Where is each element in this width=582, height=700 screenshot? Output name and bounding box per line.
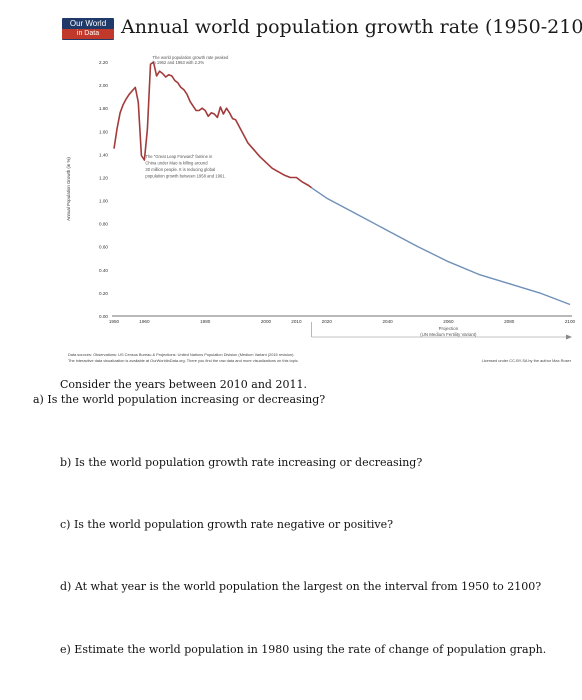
question-c: c) Is the world population growth rate n…: [60, 518, 394, 531]
series-line-projection: [311, 187, 571, 306]
y-tick-label: 1.80: [99, 106, 108, 111]
chart-title: Annual world population growth rate (195…: [121, 16, 582, 38]
x-tick-label: 2020: [322, 319, 333, 324]
question-e: e) Estimate the world population in 1980…: [60, 643, 547, 656]
projection-label: Projection: [439, 326, 459, 331]
logo-line-2: in Data: [62, 29, 114, 39]
footer-license: Licensed under CC-BY-SA by the author Ma…: [482, 358, 572, 363]
logo-line-1: Our World: [69, 19, 107, 28]
y-tick-label: 1.40: [99, 152, 108, 157]
x-tick-label: 2010: [291, 319, 302, 324]
x-tick-label: 2100: [565, 319, 576, 324]
y-tick-label: 0.60: [99, 245, 108, 250]
y-tick-label: 1.20: [99, 175, 108, 180]
projection-arrow-head: [566, 334, 572, 340]
annotation-peak-line-1: The world population growth rate peaked: [152, 55, 229, 60]
annotation-famine-line: The "Great Leap Forward" famine in: [145, 154, 213, 159]
annotation-peak-line-2: in 1962 and 1963 with 2.2%: [152, 60, 204, 65]
annotation-famine-line: population growth between 1958 and 1961.: [145, 174, 225, 179]
growth-rate-chart: 0.00 0.20 0.40 0.60 0.80 1.00 1.20 1.40 1.60 1.80…: [66, 55, 576, 363]
y-tick-label: 0.40: [99, 268, 108, 273]
y-tick-label: 1.00: [99, 199, 108, 204]
y-tick-label: 2.00: [99, 83, 108, 88]
y-tick-label: 1.60: [99, 129, 108, 134]
x-tick-label: 2060: [443, 319, 454, 324]
footer-sources-line-2: The interactive data visualization is av…: [68, 358, 299, 363]
y-tick-label: 0.20: [99, 291, 108, 296]
footer-sources-line-1: Data sources: Observations: US Census Bu…: [68, 352, 295, 357]
x-tick-label: 1980: [200, 319, 211, 324]
question-d: d) At what year is the world population …: [60, 580, 542, 593]
y-axis-label: Annual Population Growth (in %): [66, 157, 71, 221]
question-intro: Consider the years between 2010 and 2011…: [60, 378, 307, 391]
y-tick-label: 0.00: [99, 314, 108, 319]
y-tick-label: 2.20: [99, 60, 108, 65]
x-tick-label: 2000: [261, 319, 272, 324]
series-line-observations: [113, 61, 313, 189]
y-tick-label: 0.80: [99, 222, 108, 227]
owid-logo: Our World in Data: [62, 18, 114, 40]
annotation-famine-line: 30 million people. It is reducing global: [145, 167, 215, 172]
x-tick-label: 1960: [139, 319, 150, 324]
question-b: b) Is the world population growth rate i…: [60, 456, 423, 469]
x-tick-label: 2040: [382, 319, 393, 324]
x-tick-label: 2080: [504, 319, 515, 324]
annotation-famine-line: China under Mao is killing around: [145, 161, 208, 166]
projection-sublabel: (UN Medium Fertility Variant): [420, 332, 477, 337]
question-a: a) Is the world population increasing or…: [33, 393, 326, 406]
x-tick-label: 1950: [109, 319, 120, 324]
